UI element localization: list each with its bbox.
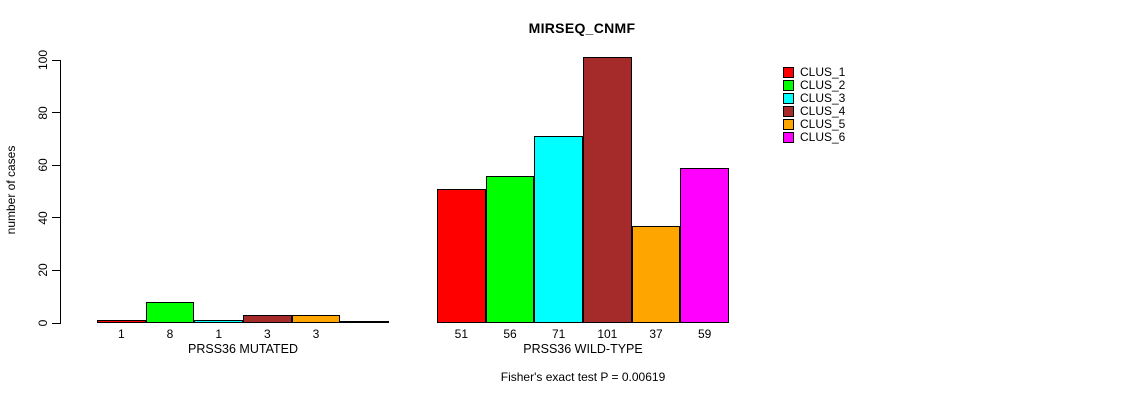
bar-value-label: 3 xyxy=(263,327,271,341)
legend-color-swatch xyxy=(783,67,794,78)
legend-label: CLUS_5 xyxy=(800,117,846,131)
bar-value-label: 1 xyxy=(117,327,125,341)
bar-clus_5 xyxy=(291,315,341,323)
legend-color-swatch xyxy=(783,119,794,130)
bar-value-label: 8 xyxy=(166,327,174,341)
legend-color-swatch xyxy=(783,93,794,104)
y-tick xyxy=(52,269,60,271)
y-tick xyxy=(52,217,60,219)
legend-label: CLUS_2 xyxy=(800,78,846,92)
y-tick-label: 40 xyxy=(36,211,50,225)
y-axis xyxy=(60,60,61,324)
legend-label: CLUS_1 xyxy=(800,65,846,79)
legend-color-swatch xyxy=(783,132,794,143)
bar-clus_3 xyxy=(194,320,243,323)
bar-value-label: 37 xyxy=(649,327,663,341)
y-tick-label: 0 xyxy=(36,319,50,327)
bar-group-wildtype xyxy=(437,57,729,323)
x-axis-label-wildtype: PRSS36 WILD-TYPE xyxy=(523,342,643,356)
y-tick xyxy=(52,164,60,166)
bar-value-label: 3 xyxy=(312,327,320,341)
bar-clus_1 xyxy=(97,320,146,323)
bar-value-label: 1 xyxy=(215,327,222,341)
bar-group-mutated xyxy=(97,60,389,323)
y-tick xyxy=(52,322,60,324)
bar-value-label: 56 xyxy=(503,327,517,341)
bar-clus_6 xyxy=(680,167,729,323)
legend-item: CLUS_3 xyxy=(783,92,845,105)
x-axis-label-mutated: PRSS36 MUTATED xyxy=(188,342,298,356)
bar-clus_3 xyxy=(534,136,583,323)
legend-item: CLUS_2 xyxy=(783,79,845,92)
bar-clus_5 xyxy=(631,225,681,323)
legend-label: CLUS_4 xyxy=(800,104,846,118)
y-tick-label: 100 xyxy=(36,49,50,71)
y-tick-label: 80 xyxy=(36,105,50,120)
legend-label: CLUS_6 xyxy=(800,130,846,144)
legend-label: CLUS_3 xyxy=(800,91,846,105)
legend: CLUS_1 CLUS_2 CLUS_3 CLUS_4 CLUS_5 CLUS_6 xyxy=(783,66,845,144)
legend-item: CLUS_1 xyxy=(783,66,845,79)
bar-value-label: 71 xyxy=(551,327,566,341)
fisher-test-caption: Fisher's exact test P = 0.00619 xyxy=(500,370,666,384)
legend-item: CLUS_5 xyxy=(783,118,845,131)
bar-clus_2 xyxy=(485,175,535,323)
bar-clus_6 xyxy=(340,321,389,323)
y-tick xyxy=(52,112,60,114)
bar-clus_2 xyxy=(145,301,195,323)
bar-clus_4 xyxy=(583,57,632,323)
y-tick-label: 20 xyxy=(36,263,50,278)
y-tick-label: 60 xyxy=(36,158,50,172)
chart-title: MIRSEQ_CNMF xyxy=(528,20,636,36)
bar-value-label: 59 xyxy=(697,327,712,341)
bar-clus_4 xyxy=(243,315,292,323)
legend-color-swatch xyxy=(783,106,794,117)
bar-value-label: 101 xyxy=(597,327,618,341)
legend-item: CLUS_4 xyxy=(783,105,845,118)
bar-value-label: 51 xyxy=(454,327,469,341)
legend-item: CLUS_6 xyxy=(783,131,845,144)
y-tick xyxy=(52,59,60,61)
legend-color-swatch xyxy=(783,80,794,91)
bar-clus_1 xyxy=(437,188,486,323)
y-axis-label: number of cases xyxy=(4,145,18,235)
